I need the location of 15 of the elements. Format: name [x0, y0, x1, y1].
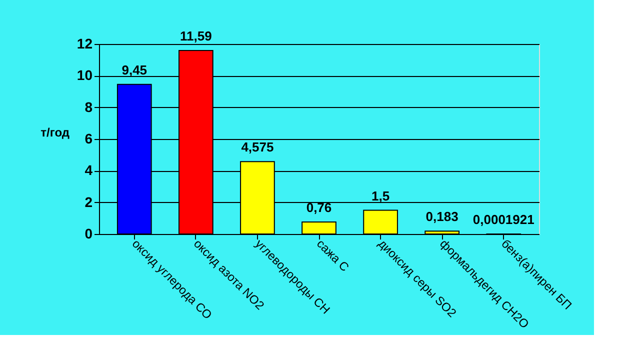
data-label: 0,76: [306, 200, 332, 215]
data-label: 11,59: [180, 28, 212, 44]
data-label: 1,5: [372, 188, 390, 204]
y-tick-label: 8: [84, 98, 93, 115]
y-tick-label: 0: [84, 226, 93, 242]
data-label: 4,575: [241, 140, 274, 155]
data-label: 9,45: [122, 62, 148, 78]
data-label: 0,183: [426, 209, 458, 224]
y-tick-label: 10: [76, 67, 93, 84]
data-label: 0,0001921: [472, 212, 534, 227]
y-tick-label: 12: [76, 36, 93, 52]
y-axis-title: т/год: [40, 126, 70, 140]
y-tick-label: 6: [84, 130, 93, 146]
y-tick-label: 2: [84, 194, 93, 210]
y-tick-label: 4: [84, 162, 93, 178]
